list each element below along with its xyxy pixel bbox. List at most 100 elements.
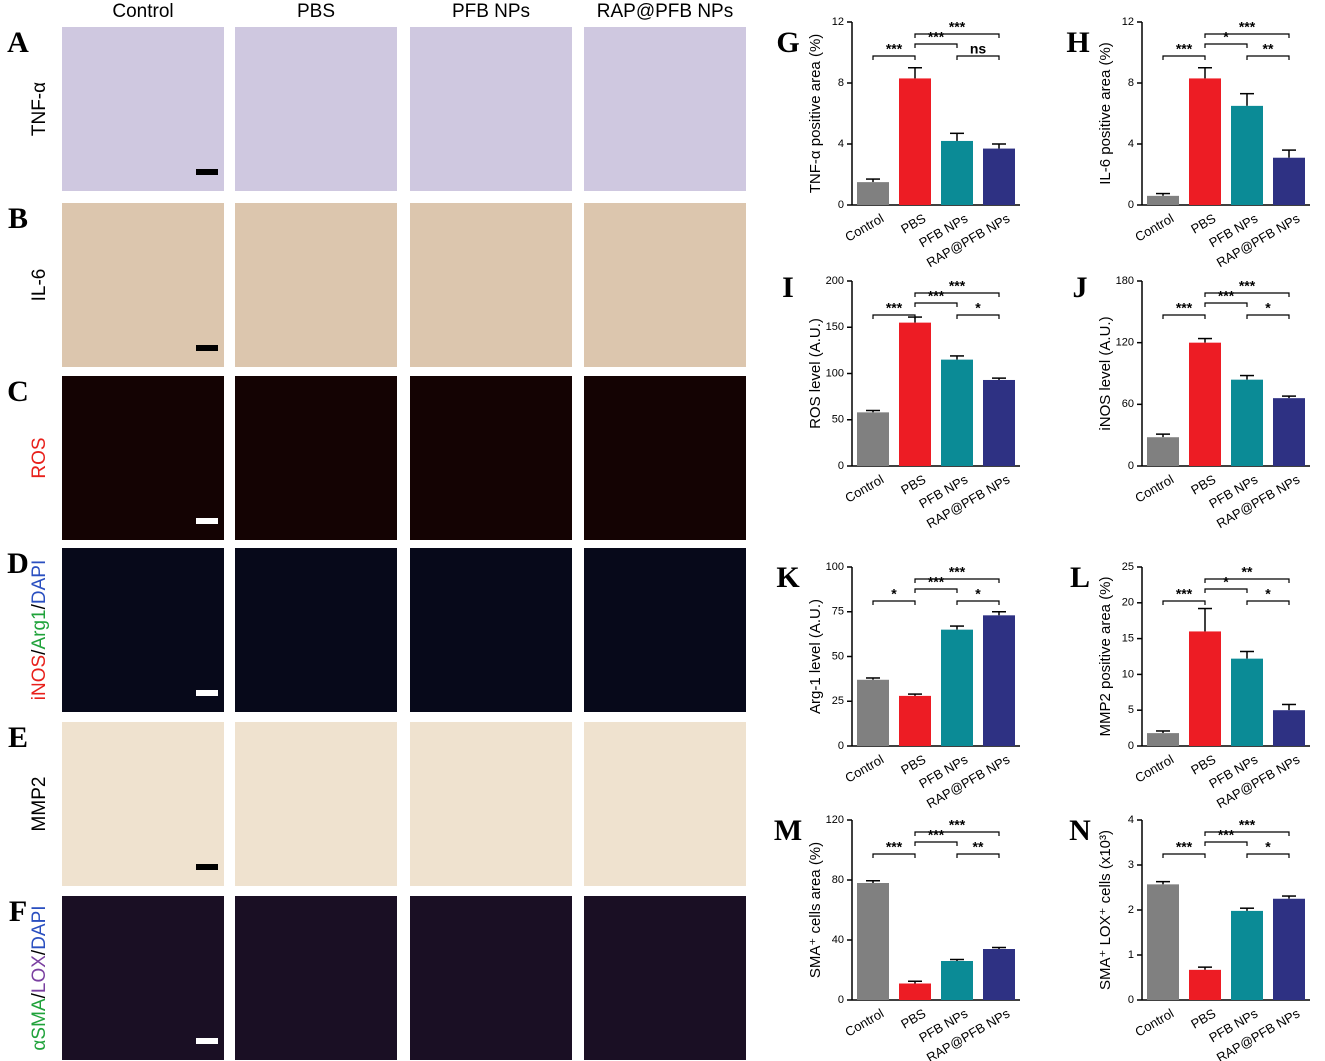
significance-bracket [1204,43,1248,48]
micrograph [410,896,572,1060]
scale-bar [196,169,218,175]
column-header: PFB NPs [452,1,530,22]
bar [857,412,889,466]
significance-label: *** [1239,19,1256,35]
significance-bracket [1246,314,1290,319]
significance-bracket [1162,55,1206,60]
bar [1273,710,1305,746]
column-header: RAP@PFB NPs [597,1,733,22]
row-label-part: / [29,949,50,955]
column-header: PBS [297,1,335,22]
significance-label: *** [949,564,966,580]
significance-bracket [914,831,1000,836]
panel-letter: J [1073,271,1088,304]
y-tick-label: 12 [832,16,844,28]
row-label-part: DAPI [29,560,50,604]
y-tick-label: 0 [838,994,844,1006]
bar [857,679,889,746]
bar [899,322,931,466]
bar [857,182,889,205]
significance-label: *** [1239,817,1256,833]
bar [1273,898,1305,1000]
bar [899,78,931,205]
y-tick-label: 10 [1122,668,1134,680]
significance-bracket [1204,578,1290,583]
y-tick-label: 1 [1128,949,1134,961]
bar [1147,195,1179,205]
row-letter: D [7,547,29,580]
y-tick-label: 4 [838,138,844,150]
significance-bracket [1204,33,1290,38]
significance-label: *** [1176,300,1193,316]
y-tick-label: 20 [1122,597,1134,609]
micrograph [410,203,572,367]
scale-bar [196,518,218,524]
y-tick-label: 100 [826,367,844,379]
significance-bracket [872,314,916,319]
significance-label: *** [1176,41,1193,57]
row-label-part: iNOS [29,655,50,700]
y-axis-label: IL-6 positive area (%) [1097,42,1114,185]
significance-label: *** [949,278,966,294]
bar [1231,658,1263,746]
micrograph [584,548,746,712]
y-tick-label: 200 [826,275,844,287]
bar [1189,969,1221,1000]
significance-bracket [914,588,958,593]
y-tick-label: 40 [832,934,844,946]
significance-label: *** [1176,839,1193,855]
bar [941,359,973,466]
significance-bracket [1204,841,1248,846]
micrograph [235,203,397,367]
panel-letter: N [1069,814,1091,847]
significance-bracket [914,841,958,846]
y-tick-label: 100 [826,561,844,573]
bar [1231,105,1263,205]
panel-letter: I [782,271,794,304]
significance-label: * [1265,300,1271,316]
panel-letter: M [774,814,802,847]
significance-label: *** [1218,288,1235,304]
row-label-part: MMP2 [29,777,50,832]
significance-bracket [1204,831,1290,836]
significance-label: ** [973,839,984,855]
micrograph [62,376,224,540]
y-tick-label: 50 [832,414,844,426]
significance-bracket [1246,600,1290,605]
micrograph [62,548,224,712]
y-tick-label: 5 [1128,704,1134,716]
row-label-part: LOX [29,955,50,993]
y-tick-label: 0 [1128,740,1134,752]
significance-bracket [914,292,1000,297]
y-tick-label: 8 [838,77,844,89]
significance-bracket [1162,314,1206,319]
row-letter: E [8,721,28,754]
y-axis-label: SMA⁺ cells area (%) [807,842,824,978]
scale-bar [196,864,218,870]
significance-bracket [914,578,1000,583]
significance-bracket [872,600,916,605]
significance-label: *** [1218,827,1235,843]
bar [1147,884,1179,1000]
significance-bracket [914,33,1000,38]
micrograph [584,722,746,886]
y-tick-label: 25 [832,695,844,707]
micrograph [235,376,397,540]
micrograph [410,548,572,712]
y-tick-label: 12 [1122,16,1134,28]
x-tick-label: Control [842,472,886,506]
micrograph [62,896,224,1060]
significance-label: * [975,300,981,316]
scale-bar [196,690,218,696]
bar [1147,437,1179,466]
significance-label: ** [1242,564,1253,580]
y-tick-label: 50 [832,650,844,662]
row-letter: F [9,895,27,928]
y-tick-label: 4 [1128,138,1134,150]
significance-bracket [956,853,1000,858]
significance-bracket [1204,588,1248,593]
y-tick-label: 0 [1128,199,1134,211]
bar [983,148,1015,205]
significance-bracket [956,314,1000,319]
bar [1189,78,1221,205]
